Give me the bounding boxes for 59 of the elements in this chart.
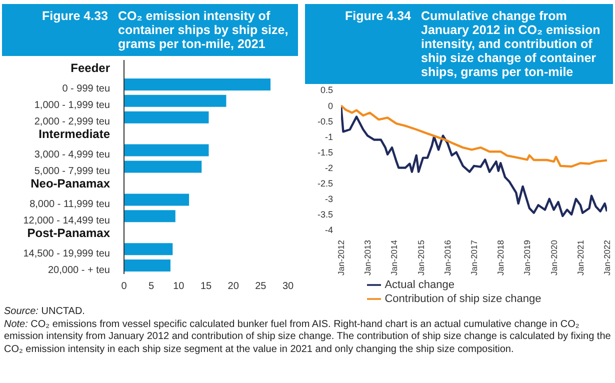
x-tick-label: Jan-2013: [362, 240, 373, 276]
x-tick-label: 5: [148, 281, 155, 292]
y-tick-label: 0.5: [320, 85, 333, 96]
x-tick-label: Jan-2022: [602, 240, 612, 276]
x-tick-label: Jan-2018: [496, 240, 506, 276]
line-series: [341, 104, 607, 168]
y-tick-label: 20,000 - + teu: [48, 264, 110, 276]
chart-title: Figure 4.34: [344, 9, 412, 25]
y-tick-label: -2.5: [317, 178, 333, 189]
y-tick-label: -3.5: [317, 210, 333, 220]
text: Note: CO₂ emissions from vessel specific calculated bunker fuel from AIS. Right-hand chart is an actual cumulative change in CO₂ emission intensity from January 2012 and contribution of ship size change. The contribution of ship size change is calculated by fixing the CO₂ emission intensity in each ship size segment at the value in 2021 and only changing the ship size composition.: [4, 318, 611, 356]
bar: [124, 144, 209, 156]
y-tick-label: 0: [328, 100, 333, 111]
y-tick-label: 3,000 - 4,999 teu: [34, 150, 110, 161]
y-tick-label: -2: [324, 162, 333, 173]
x-tick-label: 0: [121, 281, 128, 292]
chart-subtitle: CO₂ emission intensity of container ships by ship size, grams per ton-mile, 2021: [118, 9, 290, 51]
x-tick-label: 20: [228, 281, 240, 292]
y-tick-label: Intermediate: [38, 127, 110, 142]
bar: [124, 78, 271, 90]
bar: [124, 194, 190, 206]
bar: [124, 160, 202, 173]
chart-subtitle: Cumulative change from January 2012 in CO₂ emission intensity, and contribution of ship size change of container ships, grams per ton-mile: [421, 9, 602, 79]
x-tick-label: Jan-2014: [389, 240, 400, 276]
x-tick-label: Jan-2017: [469, 240, 479, 276]
y-tick-label: -3: [324, 194, 333, 204]
x-tick-label: Jan-2021: [575, 240, 586, 276]
x-tick-label: 15: [200, 281, 212, 292]
bar: [124, 243, 173, 256]
chart-title: Figure 4.33: [41, 9, 109, 25]
bar: [124, 260, 170, 272]
y-tick-label: -1.5: [317, 147, 333, 158]
y-tick-label: Feeder: [70, 61, 110, 76]
bar: [124, 210, 176, 222]
y-tick-label: 5,000 - 7,999 teu: [34, 166, 110, 177]
x-tick-label: Jan-2012: [336, 240, 346, 276]
x-tick-label: Jan-2015: [416, 240, 426, 276]
y-tick-label: 8,000 - 11,999 teu: [30, 198, 110, 210]
y-tick-label: -4: [324, 225, 333, 236]
y-tick-label: 12,000 - 14,499 teu: [23, 215, 110, 226]
y-tick-label: 2,000 - 2,999 teu: [34, 116, 110, 128]
bar: [124, 111, 209, 124]
y-tick-label: -0.5: [317, 116, 333, 126]
source-note: Source: UNCTAD.: [4, 306, 86, 318]
legend-label: Contribution of ship size change: [384, 292, 542, 305]
x-tick-label: 25: [255, 281, 267, 292]
y-tick-label: Post-Panamax: [27, 226, 110, 240]
x-tick-label: 30: [282, 281, 294, 292]
legend-label: Actual change: [384, 278, 454, 291]
y-tick-label: 14,500 - 19,999 teu: [23, 248, 110, 260]
x-tick-label: 10: [173, 281, 185, 292]
bar: [124, 94, 226, 107]
y-tick-label: -1: [324, 132, 333, 142]
y-tick-label: 1,000 - 1,999 teu: [34, 100, 110, 112]
y-tick-label: 0 - 999 teu: [62, 84, 110, 95]
y-tick-label: Neo-Panamax: [30, 176, 110, 190]
x-tick-label: Jan-2016: [442, 240, 452, 276]
x-tick-label: Jan-2019: [522, 240, 532, 276]
x-tick-label: Jan-2020: [548, 240, 559, 276]
